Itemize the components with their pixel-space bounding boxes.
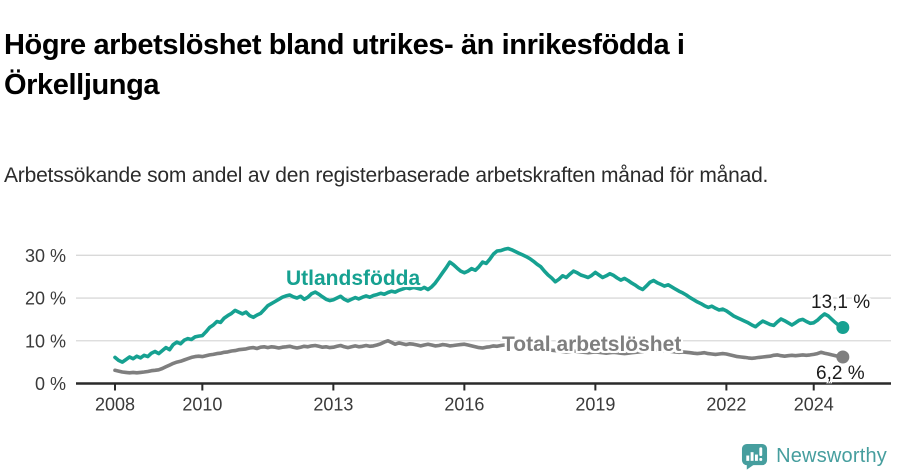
- y-axis-tick-label: 10 %: [25, 331, 66, 351]
- series-end-dot-total-arbetsloshet: [836, 350, 850, 364]
- x-axis-tick-label: 2022: [706, 395, 746, 415]
- series-line-total-arbetsloshet: [113, 339, 845, 375]
- end-value-label-total: 6,2 %: [816, 363, 865, 384]
- x-axis-tick-label: 2008: [95, 395, 135, 415]
- page-title: Högre arbetslöshet bland utrikes- än inr…: [4, 29, 685, 102]
- newsworthy-logo[interactable]: Newsworthy: [741, 442, 887, 470]
- x-axis-tick-label: 2010: [182, 395, 222, 415]
- y-axis-tick-label: 0 %: [35, 374, 66, 394]
- x-axis-tick-label: 2013: [313, 395, 353, 415]
- y-axis-tick-label: 20 %: [25, 289, 66, 309]
- series-label-total-arbetsloshet: Total arbetslöshet: [502, 333, 682, 356]
- line-chart: 0 % 10 % 20 % 30 % 2008 2010 2013 2016 2019 2022 2…: [25, 246, 891, 415]
- x-axis-tick-label: 2019: [575, 395, 615, 415]
- series-label-utlandsfodda: Utlandsfödda: [286, 267, 421, 290]
- series-end-dot-utlandsfodda: [836, 321, 850, 335]
- x-axis-tick-label: 2016: [444, 395, 484, 415]
- page-subtitle: Arbetssökande som andel av den registerb…: [4, 164, 769, 187]
- x-axis-tick-label: 2024: [794, 395, 834, 415]
- end-value-label-utlandsfodda: 13,1 %: [811, 292, 871, 313]
- y-axis-tick-label: 30 %: [25, 246, 66, 266]
- newsworthy-bar-chart-speech-bubble-icon: [742, 443, 768, 470]
- series-line-utlandsfodda: [113, 246, 845, 364]
- newsworthy-brand-text: Newsworthy: [776, 444, 887, 467]
